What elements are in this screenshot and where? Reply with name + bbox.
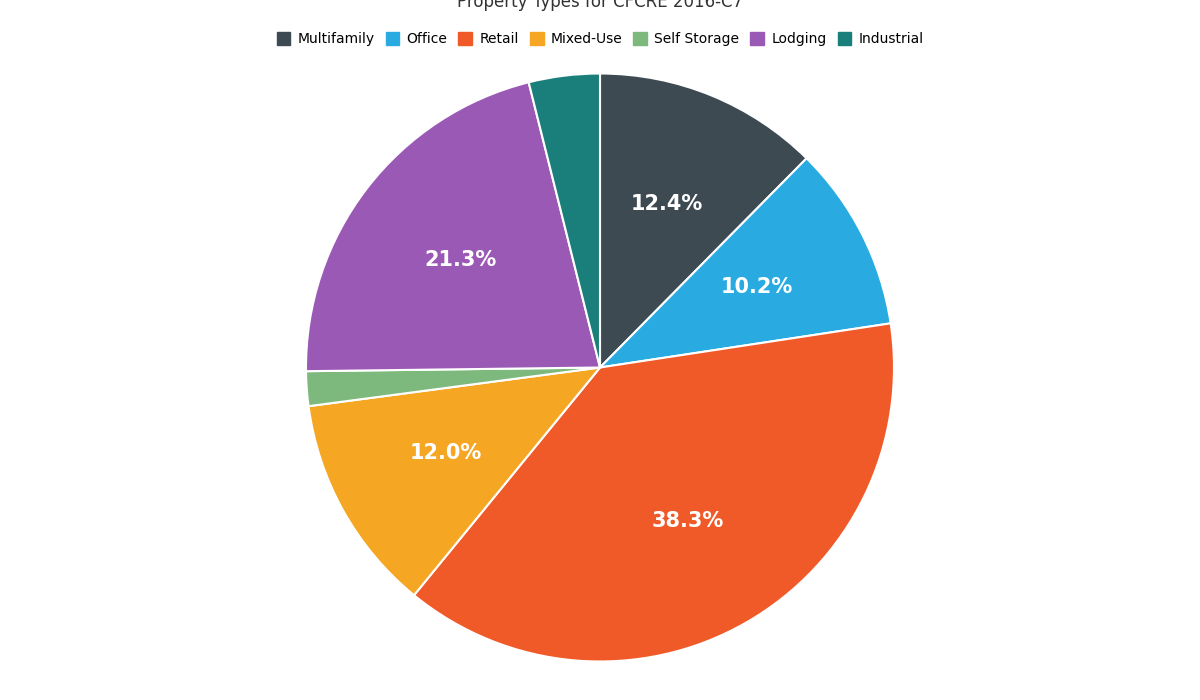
Text: 12.0%: 12.0% — [410, 444, 482, 463]
Wedge shape — [529, 74, 600, 368]
Wedge shape — [600, 74, 806, 368]
Wedge shape — [306, 368, 600, 406]
Wedge shape — [600, 158, 890, 368]
Wedge shape — [306, 83, 600, 371]
Legend: Multifamily, Office, Retail, Mixed-Use, Self Storage, Lodging, Industrial: Multifamily, Office, Retail, Mixed-Use, … — [272, 28, 928, 50]
Wedge shape — [414, 323, 894, 662]
Text: Property Types for CFCRE 2016-C7: Property Types for CFCRE 2016-C7 — [457, 0, 743, 11]
Wedge shape — [308, 368, 600, 595]
Text: 21.3%: 21.3% — [424, 250, 497, 270]
Text: 12.4%: 12.4% — [631, 195, 703, 214]
Text: 10.2%: 10.2% — [721, 277, 793, 297]
Text: 38.3%: 38.3% — [652, 511, 724, 531]
